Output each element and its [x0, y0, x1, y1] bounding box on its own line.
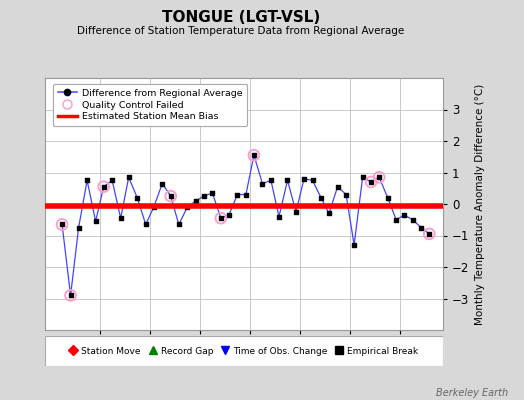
Point [67, 292, 75, 298]
Point [275, 214, 283, 220]
Point [200, 193, 208, 199]
Point [258, 180, 267, 187]
Point [250, 152, 258, 158]
Point [100, 184, 108, 190]
Point [192, 198, 200, 204]
Point [392, 216, 400, 223]
Point [384, 194, 392, 201]
Point [167, 193, 175, 199]
Point [83, 177, 91, 184]
Legend: Station Move, Record Gap, Time of Obs. Change, Empirical Break: Station Move, Record Gap, Time of Obs. C… [66, 344, 421, 358]
Point [208, 190, 216, 196]
Point [67, 292, 75, 298]
Point [425, 231, 433, 237]
Point [308, 177, 316, 184]
Point [409, 216, 417, 223]
Point [417, 224, 425, 231]
Point [217, 215, 225, 221]
Point [108, 177, 116, 184]
Point [133, 194, 141, 201]
Point [158, 180, 167, 187]
Point [58, 221, 66, 228]
FancyBboxPatch shape [45, 336, 443, 366]
Point [92, 218, 100, 224]
Point [300, 176, 308, 182]
Point [367, 179, 375, 185]
Point [217, 215, 225, 221]
Point [116, 215, 125, 221]
Point [242, 191, 250, 198]
Text: Berkeley Earth: Berkeley Earth [436, 388, 508, 398]
Point [292, 209, 300, 215]
Point [333, 184, 342, 190]
Point [141, 221, 150, 228]
Point [358, 174, 367, 180]
Point [325, 210, 333, 217]
Point [425, 231, 433, 237]
Point [267, 177, 275, 184]
Point [183, 204, 191, 210]
Point [58, 221, 66, 228]
Point [125, 174, 133, 180]
Point [225, 212, 233, 218]
Point [317, 194, 325, 201]
Point [250, 152, 258, 158]
Point [233, 191, 242, 198]
Text: TONGUE (LGT-VSL): TONGUE (LGT-VSL) [162, 10, 320, 25]
Point [174, 221, 183, 228]
Point [100, 184, 108, 190]
Point [74, 224, 83, 231]
Legend: Difference from Regional Average, Quality Control Failed, Estimated Station Mean: Difference from Regional Average, Qualit… [53, 84, 247, 126]
Y-axis label: Monthly Temperature Anomaly Difference (°C): Monthly Temperature Anomaly Difference (… [475, 83, 485, 325]
Point [375, 174, 384, 180]
Point [375, 174, 384, 180]
Point [350, 242, 358, 248]
Point [400, 212, 408, 218]
Point [283, 177, 292, 184]
Text: Difference of Station Temperature Data from Regional Average: Difference of Station Temperature Data f… [78, 26, 405, 36]
Point [342, 191, 350, 198]
Point [149, 204, 158, 210]
Point [367, 179, 375, 185]
Point [167, 193, 175, 199]
